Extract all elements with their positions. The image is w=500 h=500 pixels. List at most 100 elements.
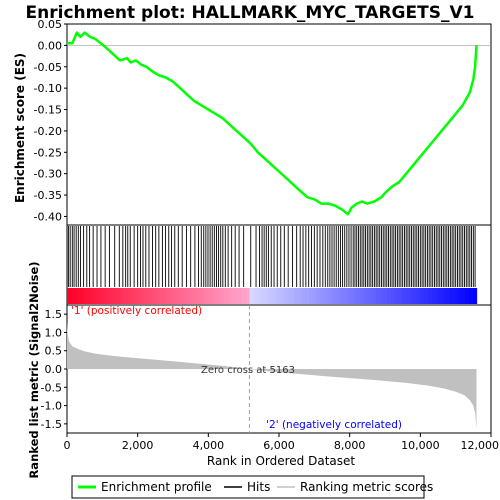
heat-bar-segment — [387, 288, 392, 304]
heat-bar-segment — [197, 288, 202, 304]
heat-bar-segment — [316, 288, 321, 304]
heat-bar-segment — [357, 288, 362, 304]
heat-bar-segment — [405, 288, 411, 304]
heat-bar-segment — [424, 288, 429, 304]
heat-bar-segment — [227, 288, 232, 304]
positive-correlation-label: '1' (positively correlated) — [71, 305, 202, 317]
metric-tick-label: -0.5 — [41, 381, 62, 394]
es-axis-label: Enrichment score (ES) — [13, 53, 27, 203]
heat-bar-segment — [454, 288, 459, 304]
metric-axis-label: Ranked list metric (Signal2Noise) — [27, 261, 41, 478]
heat-bar-segment — [375, 288, 381, 304]
rank-tick-label: 8,000 — [334, 439, 366, 452]
es-panel-frame — [66, 23, 492, 226]
legend-label-hits: Hits — [247, 480, 270, 494]
heat-bar-segment — [107, 288, 113, 304]
heat-bar-segment — [104, 288, 109, 304]
heat-bar-segment — [461, 288, 466, 304]
heat-bar-segment — [126, 288, 131, 304]
enrichment-profile-line — [67, 31, 478, 216]
heat-bar-segment — [286, 288, 291, 304]
heat-bar-segment — [134, 288, 139, 304]
heat-bar-segment — [189, 288, 195, 304]
heat-bar-segment — [353, 288, 358, 304]
heat-bar-segment — [241, 288, 247, 304]
heat-bar-segment — [96, 288, 102, 304]
heat-bar-segment — [234, 288, 239, 304]
heat-bar-segment — [383, 288, 388, 304]
rank-tick-label: 12,000 — [461, 439, 500, 452]
heat-bar-segment — [297, 288, 303, 304]
heat-bar-segment — [160, 288, 165, 304]
heat-bar-segment — [435, 288, 440, 304]
negative-correlation-label: '2' (negatively correlated) — [266, 419, 402, 431]
heat-bar-segment — [327, 288, 332, 304]
rank-x-ticks: 0 2,000 4,000 6,000 8,000 10,000 12,000 — [64, 433, 500, 452]
es-tick-label: -0.20 — [34, 125, 62, 138]
heat-bar-segment — [178, 288, 184, 304]
heat-bar-segment — [78, 288, 83, 304]
es-tick-label: -0.30 — [34, 168, 62, 181]
heat-bar-segment — [260, 288, 265, 304]
es-tick-label: -0.05 — [34, 61, 62, 74]
heat-bar-segment — [182, 288, 187, 304]
heat-bar-segment — [171, 288, 176, 304]
heat-bar-segment — [271, 288, 277, 304]
heat-bar-segment — [156, 288, 161, 304]
heat-bar-segment — [238, 288, 243, 304]
heat-bar-segment — [431, 288, 437, 304]
metric-tick-label: -1.0 — [41, 400, 62, 413]
heat-bar-segment — [428, 288, 433, 304]
heat-bar-segment — [457, 288, 463, 304]
heat-bar-segment — [290, 288, 295, 304]
rank-tick-label: 4,000 — [193, 439, 225, 452]
heat-bar-segment — [443, 288, 448, 304]
heat-bar-segment — [368, 288, 373, 304]
heat-bar-segment — [308, 288, 314, 304]
heat-bar-segment — [346, 288, 351, 304]
heat-bar-segment — [312, 288, 318, 304]
heat-bar-segment — [208, 288, 213, 304]
heat-bar-segment — [74, 288, 79, 304]
heat-bar-segment — [204, 288, 210, 304]
heat-bar-segment — [212, 288, 217, 304]
heat-bar-segment — [111, 288, 116, 304]
chart-title: Enrichment plot: HALLMARK_MYC_TARGETS_V1 — [26, 3, 475, 23]
es-tick-label: -0.40 — [34, 210, 62, 223]
heat-bar-segment — [268, 288, 273, 304]
es-y-ticks: 0.05 0.00 -0.05 -0.10 -0.15 -0.20 -0.25 -0.30 -0… — [34, 18, 67, 223]
heat-bar-segment — [89, 288, 94, 304]
metric-tick-label: -1.5 — [41, 418, 62, 431]
rank-heat-bar — [67, 288, 478, 304]
heat-bar-segment — [279, 288, 284, 304]
heat-bar-segment — [335, 288, 340, 304]
heat-bar-segment — [323, 288, 329, 304]
ranking-metric-area — [67, 321, 477, 429]
heat-bar-segment — [264, 288, 269, 304]
heat-bar-segment — [379, 288, 385, 304]
heat-bar-segment — [275, 288, 280, 304]
heat-bar-segment — [416, 288, 422, 304]
legend: Enrichment profile Hits Ranking metric s… — [71, 475, 433, 499]
heat-bar-segment — [409, 288, 414, 304]
heat-bar-segment — [249, 288, 254, 304]
heat-bar-segment — [294, 288, 299, 304]
legend-label-ranking-metric: Ranking metric scores — [300, 480, 433, 494]
es-tick-label: -0.25 — [34, 146, 62, 159]
heat-bar-segment — [70, 288, 76, 304]
heat-bar-segment — [282, 288, 288, 304]
rank-tick-label: 2,000 — [122, 439, 154, 452]
heat-bar-segment — [320, 288, 325, 304]
es-tick-label: -0.35 — [34, 189, 62, 202]
legend-label-enrichment-profile: Enrichment profile — [101, 480, 212, 494]
metric-tick-label: 1.5 — [45, 308, 63, 321]
heat-bar-segment — [148, 288, 154, 304]
heat-bar-segment — [81, 288, 87, 304]
es-tick-label: -0.15 — [34, 104, 62, 117]
heat-bar-segment — [413, 288, 418, 304]
heat-bar-segment — [141, 288, 146, 304]
es-tick-label: 0.00 — [38, 39, 63, 52]
heat-bar-segment — [390, 288, 396, 304]
legend-box — [71, 475, 425, 499]
